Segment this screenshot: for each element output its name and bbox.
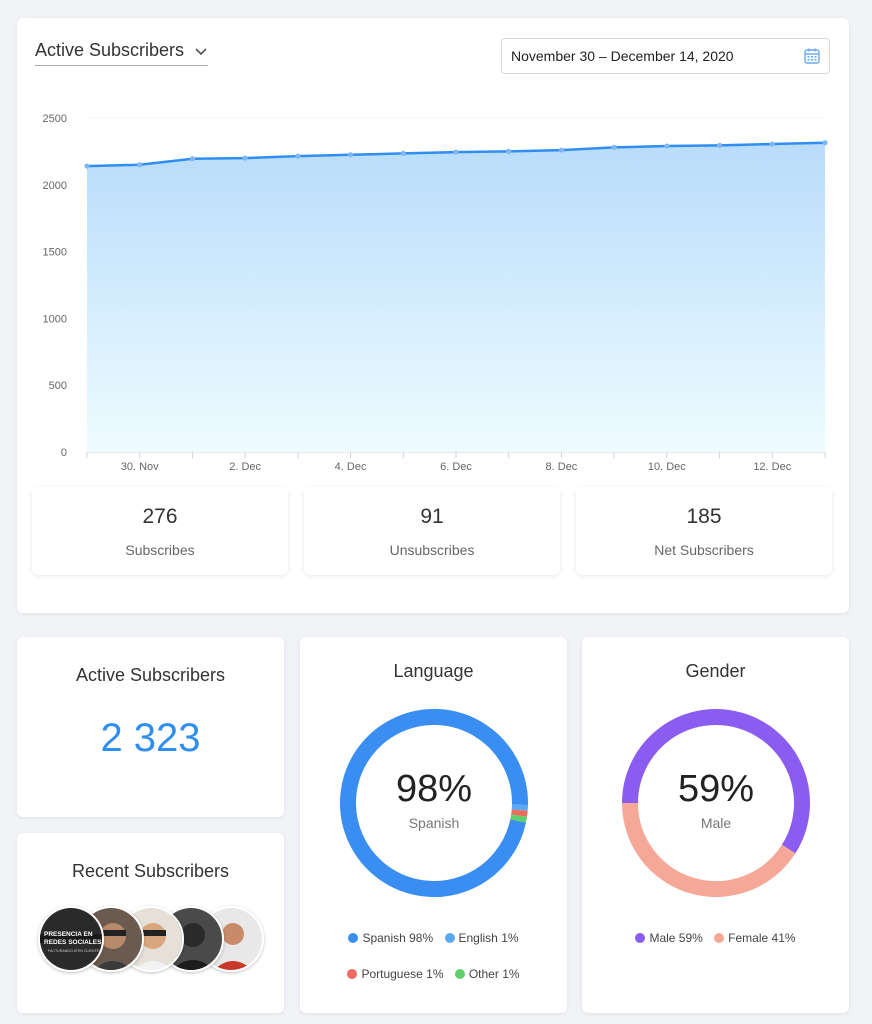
legend-label: Portuguese 1% (361, 967, 444, 981)
data-point[interactable] (242, 155, 248, 161)
language-donut-chart: 98% Spanish (338, 707, 530, 899)
card-title: Language (393, 661, 474, 681)
stat-value: 276 (142, 505, 178, 528)
legend-label: Spanish 98% (362, 931, 434, 945)
data-point[interactable] (716, 142, 723, 148)
gender-donut-chart: 59% Male (620, 707, 812, 899)
y-tick-label: 2500 (43, 113, 67, 125)
avatar-text: FACTURANDO ATEN CLIENTES (48, 949, 102, 953)
legend-item[interactable]: Spanish 98% (348, 931, 433, 945)
x-tick-label: 12. Dec (753, 461, 791, 473)
legend-item[interactable]: Male 59% (635, 931, 703, 945)
data-point[interactable] (822, 140, 828, 146)
donut-slice-spanish[interactable] (340, 709, 528, 897)
y-tick-label: 0 (61, 447, 67, 459)
legend-label: Female 41% (728, 931, 796, 945)
data-point[interactable] (558, 147, 565, 153)
data-point[interactable] (189, 156, 196, 162)
stat-subscribes: 276 Subscribes (32, 487, 288, 575)
y-tick-label: 500 (49, 380, 67, 392)
data-point[interactable] (400, 150, 406, 157)
subscribers-chart-card: Active Subscribers November 30 – Decembe… (17, 18, 849, 613)
language-legend: Spanish 98% English 1% (300, 931, 567, 946)
stat-label: Net Subscribers (654, 542, 754, 558)
calendar-icon[interactable] (803, 47, 821, 65)
card-title: Gender (685, 661, 746, 681)
donut-percentage: 59% (677, 767, 755, 810)
donut-subtitle: Male (700, 814, 732, 831)
data-point[interactable] (769, 141, 775, 147)
stat-value: 185 (686, 505, 722, 528)
stat-label: Subscribes (125, 542, 195, 558)
legend-item[interactable]: Portuguese 1% (347, 967, 444, 981)
area-fill (87, 142, 825, 452)
data-point[interactable] (611, 144, 617, 150)
legend-label: English 1% (458, 931, 519, 945)
stat-value: 91 (420, 505, 444, 528)
donut-percentage: 98% (395, 767, 473, 810)
x-tick-label: 4. Dec (335, 461, 367, 473)
legend-item[interactable]: Female 41% (714, 931, 796, 945)
legend-label: Other 1% (468, 967, 520, 981)
legend-item[interactable]: English 1% (444, 931, 519, 945)
date-range-picker[interactable]: November 30 – December 14, 2020 (501, 38, 830, 74)
legend-dot (347, 969, 358, 979)
legend-dot (444, 933, 455, 943)
x-tick-label: 30. Nov (121, 461, 159, 473)
metric-dropdown-label: Active Subscribers (35, 40, 185, 60)
legend-dot (348, 933, 359, 943)
data-point[interactable] (84, 163, 90, 169)
donut-subtitle: Spanish (408, 814, 460, 831)
stat-label: Unsubscribes (389, 542, 475, 558)
legend-dot (714, 933, 725, 943)
active-subscribers-area-chart: 0 500 1000 1500 2000 2500 30. Nov 2. Dec 4. Dec… (43, 113, 828, 473)
x-tick-label: 6. Dec (440, 461, 472, 473)
active-subscribers-count: 2 323 (100, 716, 201, 760)
legend-item[interactable]: Other 1% (454, 967, 520, 981)
language-legend-row-2: Portuguese 1% Other 1% (300, 967, 567, 982)
gender-card: Gender 59% Male Male 59% Female 41% (582, 637, 849, 1013)
donut-slice-portuguese[interactable] (511, 809, 528, 817)
x-tick-label: 2. Dec (229, 461, 261, 473)
legend-dot (454, 969, 465, 979)
data-point[interactable] (137, 162, 143, 168)
data-point[interactable] (347, 152, 354, 158)
card-title: Active Subscribers (75, 665, 226, 685)
gender-legend: Male 59% Female 41% (582, 931, 849, 946)
avatar[interactable]: PRESENCIA EN REDES SOCIALES FACTURANDO A… (38, 906, 104, 972)
donut-slice-male[interactable] (622, 709, 810, 854)
active-subscribers-card: Active Subscribers 2 323 (17, 637, 284, 817)
language-card: Language 98% Spanish Spanish 98% English… (300, 637, 567, 1013)
data-point[interactable] (295, 153, 301, 159)
x-tick-label: 8. Dec (546, 461, 578, 473)
metric-dropdown[interactable]: Active Subscribers (35, 40, 209, 66)
x-tick-label: 10. Dec (648, 461, 686, 473)
donut-slice-other[interactable] (510, 814, 527, 823)
legend-label: Male 59% (649, 931, 703, 945)
legend-dot (635, 933, 646, 943)
stat-unsubscribes: 91 Unsubscribes (304, 487, 560, 575)
donut-slice-female[interactable] (622, 802, 796, 897)
chevron-down-icon (195, 47, 207, 55)
avatar-text: PRESENCIA EN (44, 931, 93, 938)
data-point[interactable] (506, 148, 512, 154)
recent-subscribers-card: Recent Subscribers PRESENCIA EN REDES SO… (17, 833, 284, 1013)
card-title: Recent Subscribers (71, 861, 230, 881)
y-tick-label: 1000 (43, 313, 67, 325)
stat-net-subscribers: 185 Net Subscribers (576, 487, 832, 575)
y-tick-label: 1500 (43, 247, 67, 259)
avatar-text: REDES SOCIALES (44, 939, 102, 946)
data-point[interactable] (664, 143, 670, 149)
avatar-group: PRESENCIA EN REDES SOCIALES FACTURANDO A… (38, 906, 268, 974)
data-point[interactable] (453, 149, 459, 155)
date-range-text: November 30 – December 14, 2020 (511, 48, 734, 64)
y-tick-label: 2000 (43, 180, 67, 192)
